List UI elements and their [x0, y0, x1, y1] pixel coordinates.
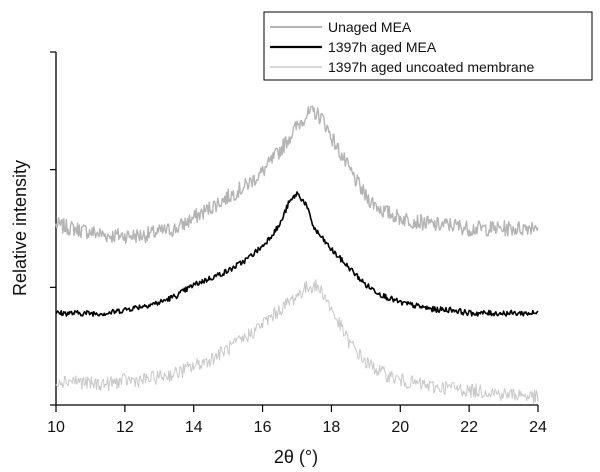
plot-area: 10 12 14 16 18 20 22 24: [47, 51, 547, 436]
x-tick-label: 22: [460, 419, 478, 436]
x-axis-label: 2θ (°): [274, 447, 318, 467]
legend-label: 1397h aged uncoated membrane: [328, 59, 534, 75]
series-layer: [55, 105, 539, 405]
x-tick-label: 12: [116, 419, 134, 436]
legend-label: Unaged MEA: [328, 19, 412, 35]
x-tick-label: 14: [185, 419, 203, 436]
legend: Unaged MEA 1397h aged MEA 1397h aged uncoa…: [263, 11, 593, 81]
series-line: [55, 279, 539, 405]
series-line: [55, 191, 539, 317]
x-tick-label: 20: [391, 419, 409, 436]
y-axis-label: Relative intensity: [10, 160, 30, 296]
x-tick-label: 10: [47, 419, 65, 436]
x-axis-ticks: 10 12 14 16 18 20 22 24: [47, 405, 547, 436]
x-tick-label: 24: [529, 419, 547, 436]
x-tick-label: 16: [254, 419, 272, 436]
series-line: [55, 105, 539, 245]
x-tick-label: 18: [323, 419, 341, 436]
y-axis-ticks: [50, 51, 56, 406]
legend-label: 1397h aged MEA: [328, 39, 437, 55]
